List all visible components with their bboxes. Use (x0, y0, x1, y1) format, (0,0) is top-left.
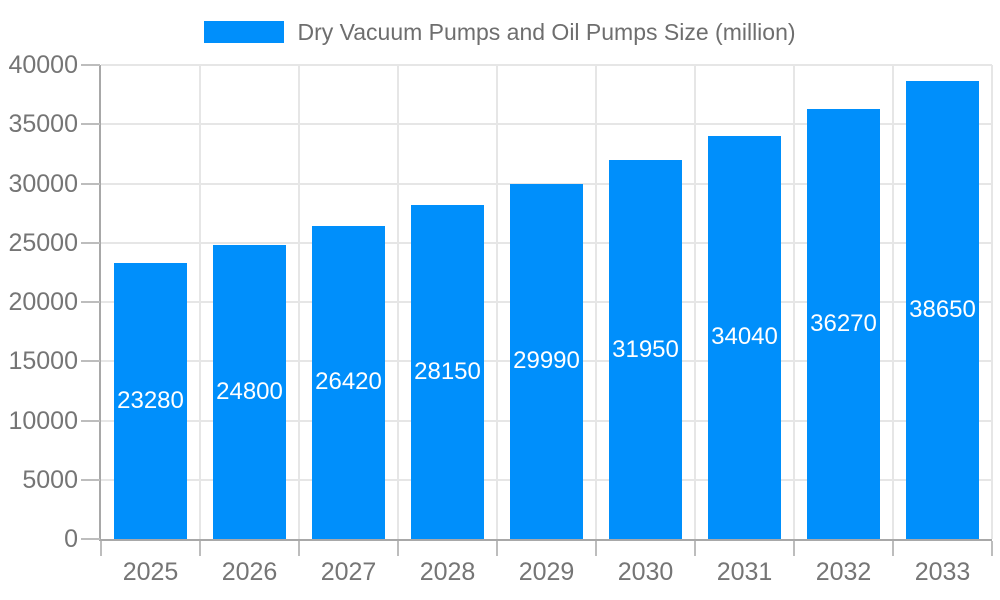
y-tick-mark (81, 478, 100, 481)
y-tick-mark (81, 123, 100, 126)
x-tick-mark (892, 541, 894, 556)
y-tick-label: 10000 (8, 406, 78, 435)
gridline-v (793, 65, 795, 539)
y-tick-label: 0 (64, 525, 78, 553)
gridline-v (199, 65, 201, 539)
x-tick-mark (397, 541, 399, 556)
x-tick-mark (595, 541, 597, 556)
x-axis-line (99, 539, 992, 541)
legend-swatch (204, 21, 285, 43)
bar-2028[interactable]: 28150 (411, 205, 484, 539)
gridline-v (694, 65, 696, 539)
bar-value-label: 38650 (909, 296, 976, 323)
gridline-v (496, 65, 498, 539)
legend-label: Dry Vacuum Pumps and Oil Pumps Size (mil… (297, 18, 796, 45)
x-tick-label: 2031 (716, 558, 773, 586)
bar-value-label: 29990 (513, 347, 580, 375)
gridline-h (101, 123, 992, 126)
y-tick-label: 35000 (8, 110, 78, 139)
x-tick-mark (991, 541, 993, 556)
y-tick-mark (81, 360, 100, 363)
bar-2030[interactable]: 31950 (609, 160, 682, 539)
bar-2032[interactable]: 36270 (807, 109, 880, 539)
x-tick-mark (100, 541, 102, 556)
bar-value-label: 24800 (216, 378, 283, 406)
gridline-h (101, 64, 992, 66)
y-tick-mark (81, 538, 100, 540)
x-tick-label: 2029 (518, 558, 575, 586)
y-tick-mark (81, 241, 100, 244)
y-axis-line (99, 65, 101, 541)
x-tick-mark (298, 541, 300, 556)
y-tick-mark (81, 182, 100, 185)
gridline-v (892, 65, 894, 539)
gridline-v (298, 65, 300, 539)
y-tick-label: 25000 (8, 228, 78, 257)
gridline-v (991, 65, 993, 539)
x-tick-mark (793, 541, 795, 556)
y-tick-mark (81, 419, 100, 422)
bar-value-label: 23280 (117, 387, 184, 415)
x-tick-mark (694, 541, 696, 556)
y-tick-mark (81, 64, 100, 66)
x-tick-label: 2033 (914, 558, 971, 586)
bar-2033[interactable]: 38650 (906, 81, 979, 539)
bar-2031[interactable]: 34040 (708, 135, 781, 539)
bar-value-label: 34040 (711, 323, 778, 351)
x-tick-label: 2025 (122, 558, 179, 586)
gridline-v (397, 65, 399, 539)
plot-area: 23280 24800 26420 28150 29990 31950 34040 36270… (101, 64, 993, 539)
x-tick-label: 2026 (221, 558, 278, 586)
bar-value-label: 36270 (810, 310, 877, 338)
bar-2025[interactable]: 23280 (114, 263, 187, 539)
gridline-v (595, 65, 597, 539)
x-tick-label: 2030 (617, 558, 674, 586)
gridline-h (101, 182, 992, 185)
bar-2026[interactable]: 24800 (213, 245, 286, 539)
y-tick-label: 40000 (8, 51, 78, 79)
x-axis-labels: 2025 2026 2027 2028 2029 2030 2031 2032 2033 (101, 558, 992, 588)
x-tick-label: 2032 (815, 558, 872, 586)
bar-2027[interactable]: 26420 (312, 225, 385, 539)
y-tick-label: 15000 (8, 347, 78, 376)
y-tick-label: 5000 (22, 465, 78, 494)
y-tick-label: 30000 (8, 169, 78, 198)
bar-value-label: 28150 (414, 358, 481, 386)
x-tick-label: 2028 (419, 558, 476, 586)
bar-value-label: 26420 (315, 368, 382, 396)
bar-2029[interactable]: 29990 (510, 183, 583, 539)
x-tick-label: 2027 (320, 558, 377, 586)
y-axis-labels: 0 5000 10000 15000 20000 25000 30000 35000 40000 (0, 53, 78, 552)
bar-value-label: 31950 (612, 335, 679, 363)
y-tick-mark (81, 301, 100, 303)
x-tick-mark (199, 541, 201, 556)
legend[interactable]: Dry Vacuum Pumps and Oil Pumps Size (mil… (0, 18, 1000, 45)
x-tick-mark (496, 541, 498, 556)
y-tick-label: 20000 (8, 288, 78, 316)
